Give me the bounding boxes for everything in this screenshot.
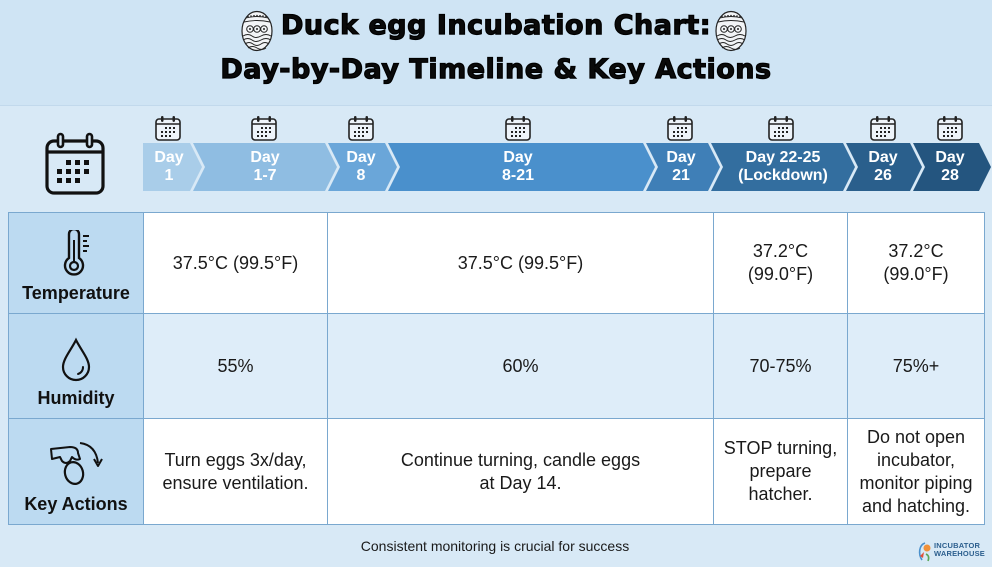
table-cell: 37.2°C (99.0°F) — [848, 213, 984, 314]
table-cell: Continue turning, candle eggs at Day 14. — [328, 419, 714, 524]
easter-egg-icon — [715, 10, 747, 52]
timeline-segment: Day 8-21 — [501, 149, 535, 184]
page-title-line1: Duck egg Incubation Chart: — [280, 9, 711, 41]
timeline-segment-lockdown: Day 22-25 (Lockdown) — [738, 149, 828, 184]
timeline-segment: Day 8 — [346, 149, 376, 184]
page-title-line2: Day-by-Day Timeline & Key Actions — [220, 53, 772, 85]
table-cell: Do not open incubator, monitor piping an… — [848, 419, 984, 524]
header-banner: Duck egg Incubation Chart: Day-by-Day Ti… — [0, 0, 992, 106]
row-header-humidity: Humidity — [9, 314, 144, 419]
calendar-icon — [505, 116, 531, 141]
calendar-icon — [937, 116, 963, 141]
row-label: Humidity — [37, 388, 115, 408]
table-cell: STOP turning, prepare hatcher. — [714, 419, 848, 524]
timeline-segment: Day 1-7 — [250, 149, 280, 184]
row-header-temperature: Temperature — [9, 213, 144, 314]
logo-icon — [918, 542, 931, 562]
thermometer-icon — [63, 230, 89, 276]
row-label: Temperature — [22, 283, 130, 303]
table-cell: 37.5°C (99.5°F) — [328, 213, 714, 314]
table-cell: 37.2°C (99.0°F) — [714, 213, 848, 314]
hand-turning-egg-icon — [50, 442, 103, 485]
timeline-segment: Day 26 — [868, 149, 898, 184]
timeline-chevrons — [143, 143, 991, 191]
footer-note: Consistent monitoring is crucial for suc… — [360, 538, 630, 554]
calendar-icon — [251, 116, 277, 141]
table-cell: 55% — [144, 314, 328, 419]
table-cell: 60% — [328, 314, 714, 419]
row-label: Key Actions — [24, 494, 128, 514]
timeline-segment: Day 28 — [935, 149, 965, 184]
calendar-icon — [348, 116, 374, 141]
calendar-icon — [768, 116, 794, 141]
row-header-key-actions: Key Actions — [9, 419, 144, 524]
table-cell: Turn eggs 3x/day, ensure ventilation. — [144, 419, 328, 524]
incubator-warehouse-logo: INCUBATOR WAREHOUSE — [916, 540, 990, 564]
calendar-icon — [45, 132, 105, 195]
table-cell: 70-75% — [714, 314, 848, 419]
calendar-icon — [155, 116, 181, 141]
calendar-icon — [870, 116, 896, 141]
table-cell: 37.5°C (99.5°F) — [144, 213, 328, 314]
timeline-bar: Day 1 Day 1-7 Day 8 Day 8-21 Day 21 Day … — [0, 143, 992, 191]
timeline-segment: Day 21 — [666, 149, 696, 184]
water-drop-icon — [61, 337, 91, 382]
table-cell: 75%+ — [848, 314, 984, 419]
timeline-segment: Day 1 — [154, 149, 184, 184]
calendar-icon — [667, 116, 693, 141]
easter-egg-icon — [241, 10, 273, 52]
incubation-table: Temperature 37.5°C (99.5°F) 37.5°C (99.5… — [8, 212, 985, 525]
